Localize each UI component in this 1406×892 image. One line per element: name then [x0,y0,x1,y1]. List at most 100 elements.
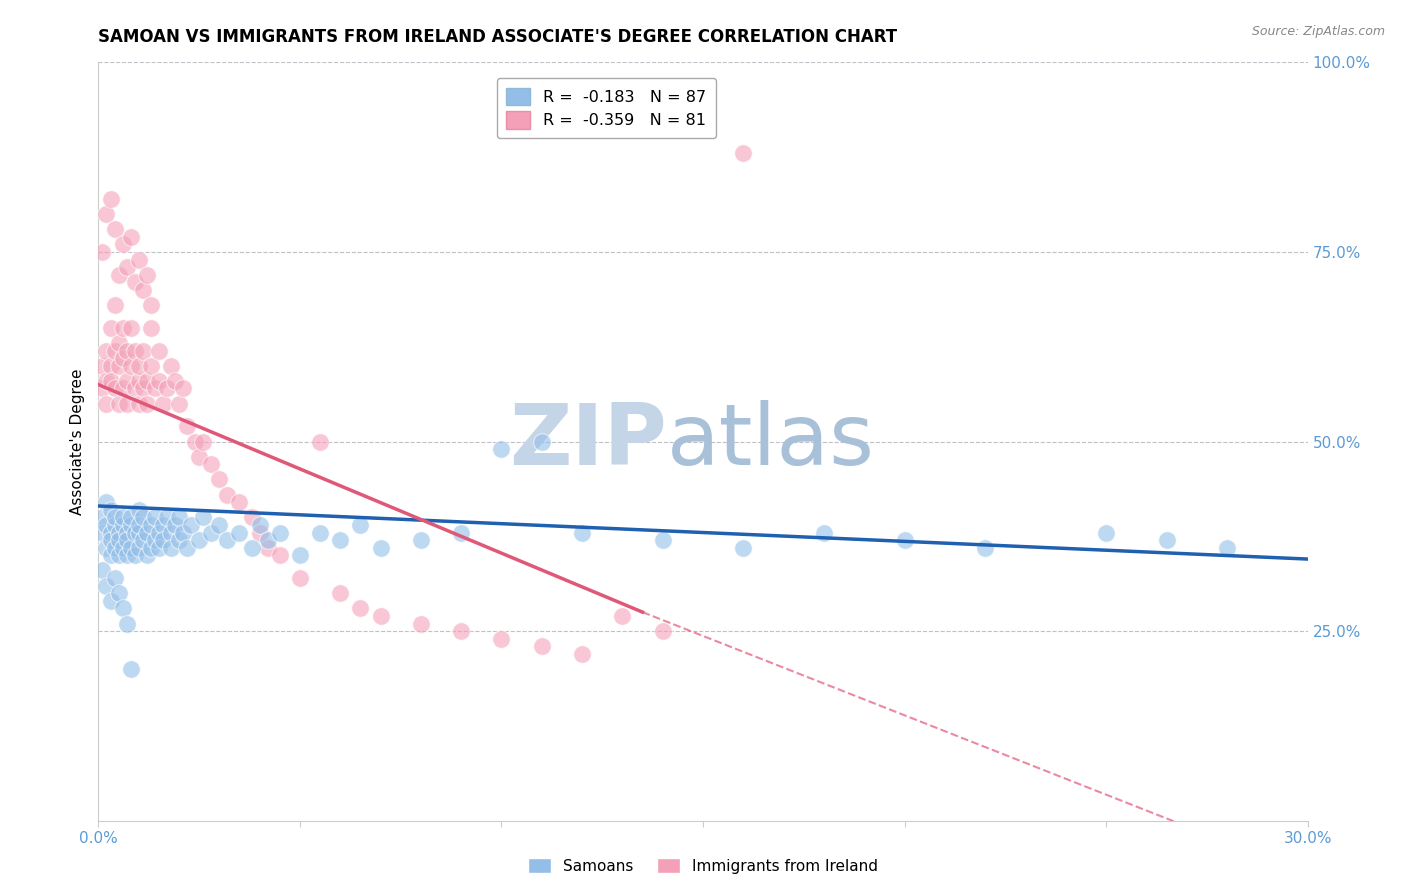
Point [893,533,915,548]
Point [124,343,146,358]
Point [120,320,142,334]
Point [152,396,174,410]
Point [111,517,134,532]
Point [172,382,194,396]
Point [139,298,162,312]
Point [651,533,673,548]
Point [249,517,271,532]
Point [152,517,174,532]
Point [193,510,215,524]
Point [132,510,155,524]
Point [571,525,593,540]
Point [115,616,138,631]
Point [111,510,134,524]
Point [100,503,122,517]
Point [135,525,157,540]
Point [208,473,231,487]
Point [96,396,118,410]
Point [111,382,134,396]
Point [115,525,138,540]
Point [530,639,553,653]
Point [103,343,125,358]
Point [111,541,134,555]
Point [128,525,150,540]
Point [96,517,118,532]
Point [148,541,170,555]
Point [103,382,125,396]
Point [256,533,278,548]
Point [96,495,118,509]
Text: Source: ZipAtlas.com: Source: ZipAtlas.com [1251,25,1385,38]
Point [132,382,155,396]
Point [91,564,114,578]
Point [148,343,170,358]
Point [100,548,122,563]
Point [160,525,183,540]
Point [96,579,118,593]
Point [1216,541,1239,555]
Point [200,525,222,540]
Legend: Samoans, Immigrants from Ireland: Samoans, Immigrants from Ireland [522,852,884,880]
Point [370,608,392,623]
Point [450,624,472,639]
Point [100,359,122,373]
Point [167,510,190,524]
Point [111,237,134,252]
Text: SAMOAN VS IMMIGRANTS FROM IRELAND ASSOCIATE'S DEGREE CORRELATION CHART: SAMOAN VS IMMIGRANTS FROM IRELAND ASSOCI… [98,28,897,45]
Point [96,374,118,388]
Point [107,533,129,548]
Point [100,594,122,608]
Point [249,525,271,540]
Point [139,320,162,334]
Point [96,207,118,221]
Point [124,525,146,540]
Point [143,382,166,396]
Point [135,396,157,410]
Point [115,548,138,563]
Point [111,320,134,334]
Text: ZIP: ZIP [509,400,666,483]
Point [132,283,155,297]
Point [974,541,997,555]
Point [167,396,190,410]
Point [269,525,291,540]
Point [370,541,392,555]
Point [100,374,122,388]
Point [733,541,755,555]
Point [288,548,311,563]
Point [111,601,134,615]
Point [132,343,155,358]
Point [180,517,202,532]
Point [176,541,198,555]
Point [256,541,278,555]
Point [128,359,150,373]
Point [103,298,125,312]
Point [91,359,114,373]
Point [111,351,134,366]
Point [100,525,122,540]
Point [100,192,122,206]
Point [115,260,138,275]
Point [132,533,155,548]
Point [128,517,150,532]
Point [128,503,150,517]
Point [128,541,150,555]
Point [107,525,129,540]
Point [103,571,125,585]
Point [349,517,371,532]
Point [228,495,250,509]
Point [135,548,157,563]
Point [409,533,432,548]
Point [200,458,222,472]
Point [135,268,157,282]
Point [813,525,835,540]
Point [651,624,673,639]
Point [491,632,513,646]
Point [208,517,231,532]
Point [107,548,129,563]
Point [530,434,553,449]
Point [115,343,138,358]
Point [228,525,250,540]
Point [176,419,198,434]
Point [612,608,634,623]
